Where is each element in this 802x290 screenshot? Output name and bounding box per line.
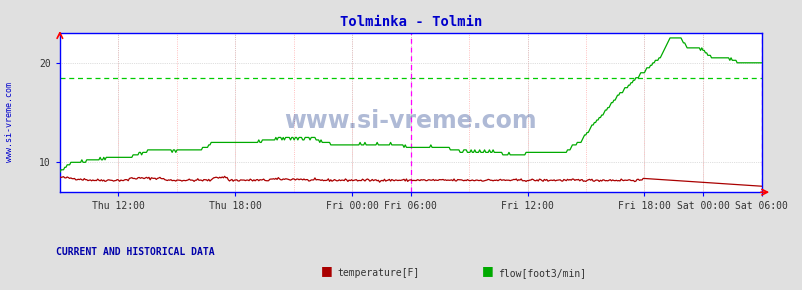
Title: Tolminka - Tolmin: Tolminka - Tolmin	[339, 15, 481, 29]
Text: www.si-vreme.com: www.si-vreme.com	[5, 82, 14, 162]
Text: ■: ■	[321, 264, 333, 277]
Text: flow[foot3/min]: flow[foot3/min]	[497, 268, 585, 278]
Text: CURRENT AND HISTORICAL DATA: CURRENT AND HISTORICAL DATA	[56, 247, 215, 257]
Text: ■: ■	[481, 264, 493, 277]
Text: temperature[F]: temperature[F]	[337, 268, 419, 278]
Text: www.si-vreme.com: www.si-vreme.com	[284, 108, 537, 133]
